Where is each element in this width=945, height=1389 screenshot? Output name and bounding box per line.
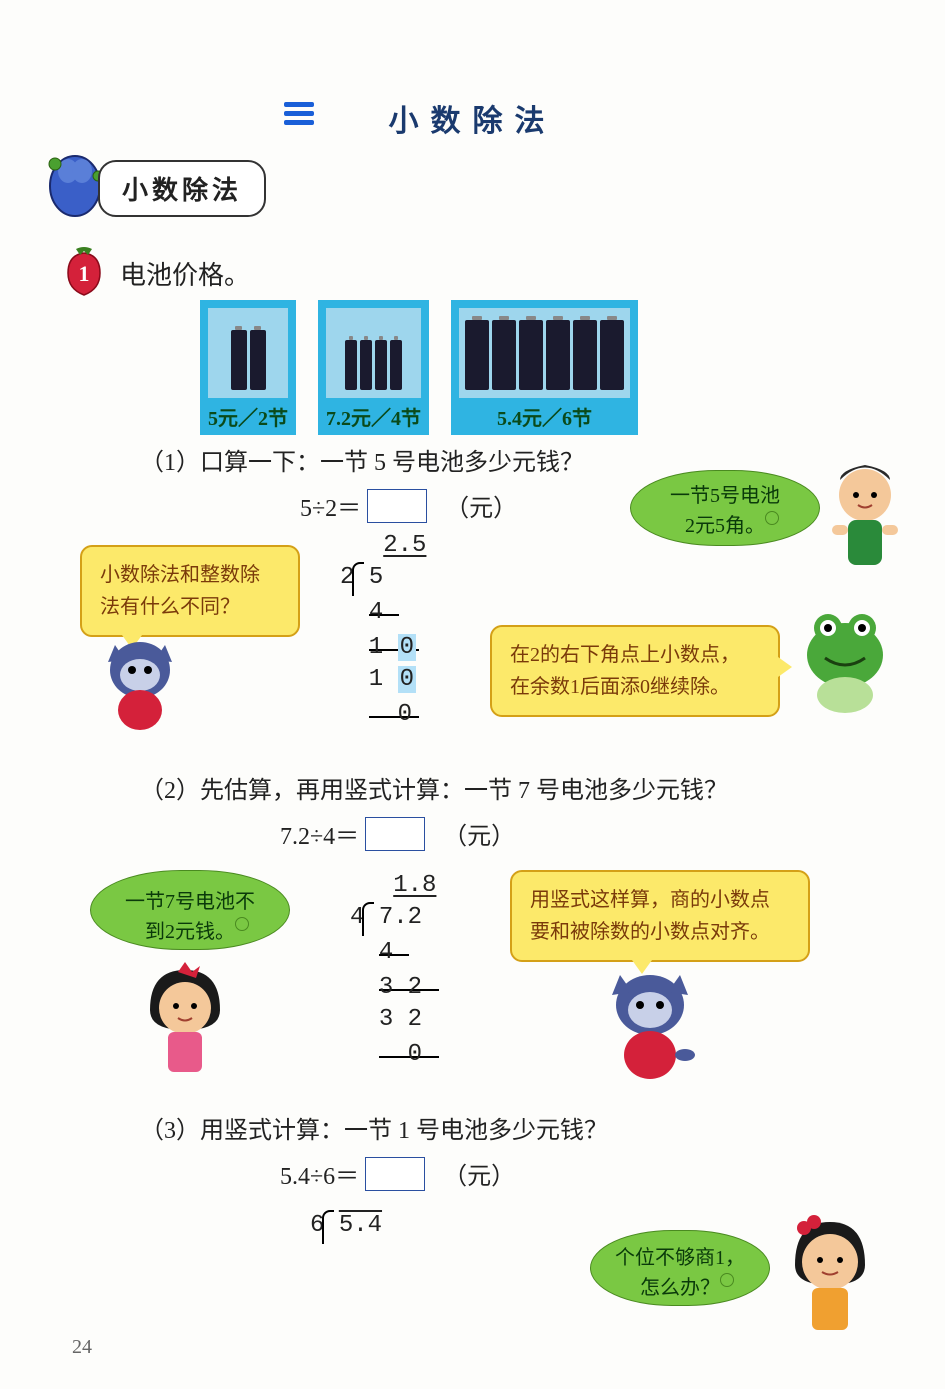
eq-left: 5÷2＝	[300, 488, 361, 523]
battery-card-3: 5.4元／6节	[451, 300, 638, 435]
q1-text: （1）口算一下：一节 5 号电池多少元钱？	[140, 442, 584, 477]
boy-character	[820, 460, 910, 590]
longdiv-2: 1.8 4 7.2 4 3 2 3 2 0	[350, 870, 439, 1072]
badge-label: 小数除法	[98, 160, 266, 217]
frog-speech: 在2的右下角点上小数点， 在余数1后面添0继续除。	[490, 625, 780, 717]
battery-card-1: 5元／2节	[200, 300, 296, 435]
answer-blank[interactable]	[365, 817, 425, 851]
svg-text:1: 1	[79, 261, 90, 286]
q1-equation: 5÷2＝ （元）	[300, 488, 517, 523]
battery-label: 5元／2节	[208, 402, 288, 431]
girl-speech-3: 个位不够商1， 怎么办？	[590, 1230, 770, 1306]
girl-speech-2: 一节7号电池不 到2元钱。	[90, 870, 290, 950]
girl-character-2	[770, 1210, 890, 1340]
battery-label: 5.4元／6节	[459, 402, 630, 431]
frog-character	[790, 600, 900, 720]
q3-equation: 5.4÷6＝ （元）	[280, 1156, 515, 1191]
section-badge: 小数除法	[48, 160, 266, 217]
unit: （元）	[445, 488, 517, 523]
battery-label: 7.2元／4节	[326, 402, 421, 431]
eq-left: 5.4÷6＝	[280, 1156, 359, 1191]
problem-title: 电池价格。	[120, 255, 250, 292]
longdiv-3: 6 5.4	[310, 1210, 382, 1242]
battery-card-2: 7.2元／4节	[318, 300, 429, 435]
page-number: 24	[72, 1336, 92, 1359]
q2-equation: 7.2÷4＝ （元）	[280, 816, 515, 851]
cat-character-1	[90, 630, 190, 740]
boy-speech: 一节5号电池 2元5角。	[630, 470, 820, 546]
cat-character-2	[590, 960, 710, 1090]
eq-left: 7.2÷4＝	[280, 816, 359, 851]
answer-blank[interactable]	[367, 489, 427, 523]
q2-text: （2）先估算，再用竖式计算：一节 7 号电池多少元钱？	[140, 770, 728, 805]
unit: （元）	[443, 1156, 515, 1191]
unit: （元）	[443, 816, 515, 851]
cat-speech-1: 小数除法和整数除 法有什么不同？	[80, 545, 300, 637]
strawberry-icon: 1	[60, 245, 108, 297]
longdiv-1: 2.5 2 5 4 1 0 1 0 0	[340, 530, 426, 732]
page-title: 小数除法	[0, 96, 945, 140]
answer-blank[interactable]	[365, 1157, 425, 1191]
cat-speech-2: 用竖式这样算，商的小数点 要和被除数的小数点对齐。	[510, 870, 810, 962]
girl-character-1	[130, 960, 240, 1090]
battery-row: 5元／2节 7.2元／4节 5.4元／6节	[200, 300, 638, 435]
q3-text: （3）用竖式计算：一节 1 号电池多少元钱？	[140, 1110, 608, 1145]
